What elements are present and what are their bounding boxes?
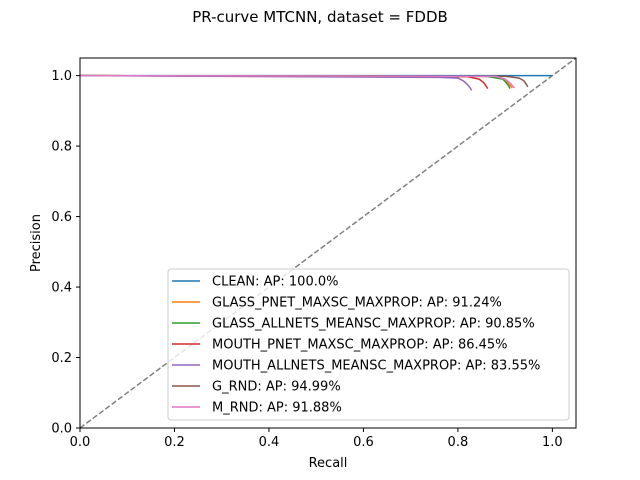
y-tick-label: 1.0 [51, 69, 72, 84]
y-tick-label: 0.0 [51, 422, 72, 437]
plot-area [80, 58, 576, 428]
x-axis-label: Recall [309, 456, 348, 471]
legend-box [167, 268, 570, 421]
x-tick-label: 0.8 [448, 435, 469, 450]
x-tick-label: 1.0 [542, 435, 563, 450]
legend-label: GLASS_PNET_MAXSC_MAXPROP: AP: 91.24% [212, 296, 502, 311]
legend-label: M_RND: AP: 91.88% [212, 401, 342, 416]
chart-title: PR-curve MTCNN, dataset = FDDB [192, 8, 448, 26]
series-line-4 [80, 74, 473, 91]
legend-label: MOUTH_PNET_MAXSC_MAXPROP: AP: 86.45% [212, 338, 508, 353]
diagonal-reference-line [80, 58, 576, 428]
y-tick-label: 0.8 [51, 140, 72, 155]
x-tick-label: 0.4 [259, 435, 280, 450]
axis-ticks: 0.0 0.2 0.4 0.6 0.8 1.0 0.0 0.2 0.4 0.6 0.8 1.0 [51, 69, 562, 450]
legend-label: MOUTH_ALLNETS_MEANSC_MAXPROP: AP: 83.55% [212, 359, 540, 374]
x-tick-label: 0.2 [164, 435, 185, 450]
series-line-6 [80, 74, 516, 89]
legend-label: CLEAN: AP: 100.0% [212, 275, 338, 290]
y-axis-label: Precision [29, 214, 44, 272]
legend: CLEAN: AP: 100.0% GLASS_PNET_MAXSC_MAXPRO… [167, 268, 570, 421]
y-tick-label: 0.6 [51, 210, 72, 225]
y-tick-label: 0.2 [51, 351, 72, 366]
axes-frame [79, 57, 577, 429]
y-tick-label: 0.4 [51, 281, 72, 296]
x-tick-label: 0.6 [353, 435, 374, 450]
x-tick-label: 0.0 [70, 435, 91, 450]
legend-label: GLASS_ALLNETS_MEANSC_MAXPROP: AP: 90.85% [212, 317, 535, 332]
legend-label: G_RND: AP: 94.99% [212, 380, 341, 395]
